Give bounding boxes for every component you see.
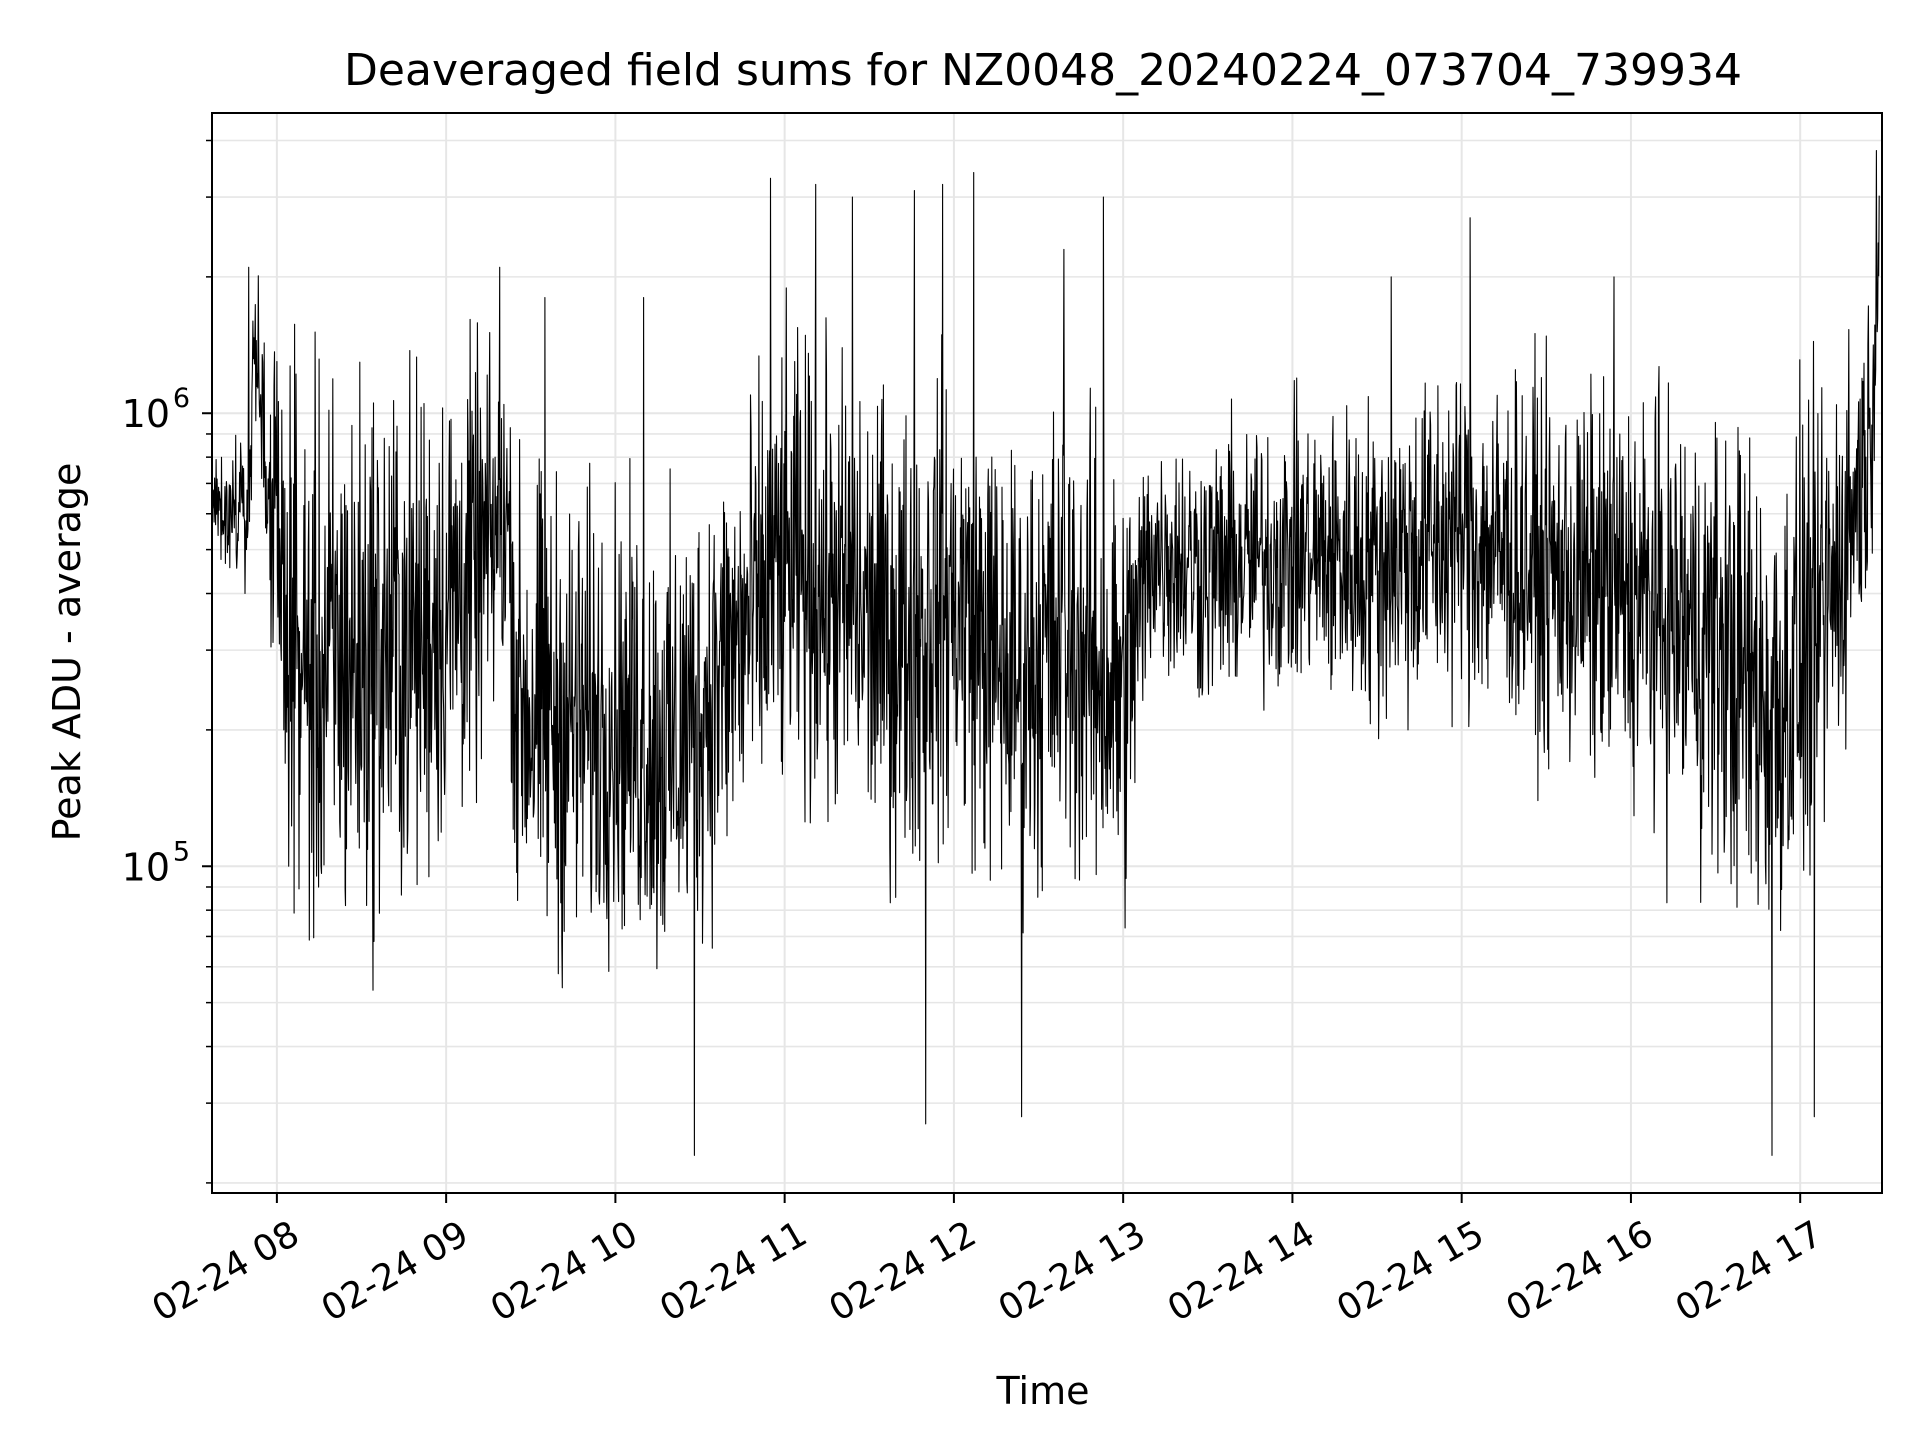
y-tick-label-exponent: 5 [173, 836, 190, 867]
y-tick-label-exponent: 6 [173, 383, 190, 414]
y-tick-label: 10 6 [122, 383, 190, 436]
y-tick-label-base: 10 [122, 392, 170, 436]
x-axis-label: Time [996, 1369, 1090, 1413]
plot-area [212, 150, 1880, 1156]
series-line [212, 150, 1880, 1156]
y-tick-label: 10 5 [122, 836, 190, 889]
y-tick-label-base: 10 [122, 845, 170, 889]
y-axis-label: Peak ADU - average [45, 463, 89, 842]
chart-title: Deaveraged field sums for NZ0048_2024022… [344, 45, 1742, 96]
axes-frame [211, 112, 1883, 1194]
